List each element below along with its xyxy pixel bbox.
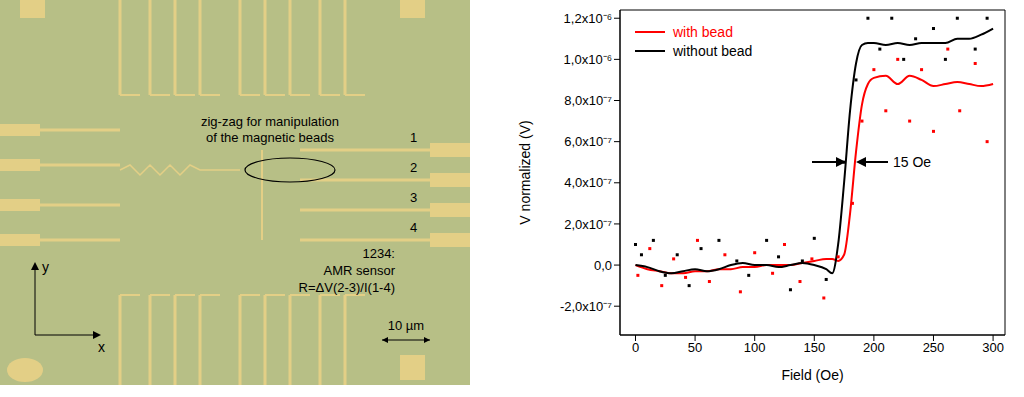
svg-text:y: y (42, 259, 49, 275)
svg-text:0,0: 0,0 (594, 258, 612, 273)
svg-text:4: 4 (410, 220, 417, 235)
svg-text:200: 200 (863, 340, 885, 355)
svg-text:AMR sensor: AMR sensor (323, 263, 395, 278)
svg-text:1234:: 1234: (362, 246, 395, 261)
svg-text:300: 300 (982, 340, 1004, 355)
html-text:with bead: with bead (673, 23, 733, 40)
svg-text:4,0x10⁻⁷: 4,0x10⁻⁷ (564, 175, 612, 190)
svg-text:zig-zag for manipulation: zig-zag for manipulation (201, 114, 339, 129)
svg-text:1: 1 (410, 130, 417, 145)
svg-text:8,0x10⁻⁷: 8,0x10⁻⁷ (564, 93, 612, 108)
svg-text:50: 50 (688, 340, 702, 355)
svg-text:250: 250 (923, 340, 945, 355)
svg-text:3: 3 (410, 190, 417, 205)
html-text:without bead: without bead (673, 42, 753, 59)
svg-text:Field (Oe): Field (Oe) (781, 367, 843, 383)
svg-text:2: 2 (410, 160, 417, 175)
svg-text:x: x (98, 339, 105, 355)
svg-text:150: 150 (803, 340, 825, 355)
svg-text:0: 0 (632, 340, 639, 355)
svg-text:2,0x10⁻⁷: 2,0x10⁻⁷ (564, 217, 612, 232)
svg-text:10 µm: 10 µm (388, 318, 424, 333)
svg-text:15 Oe: 15 Oe (893, 154, 931, 170)
svg-text:-2,0x10⁻⁷: -2,0x10⁻⁷ (560, 299, 612, 314)
svg-text:100: 100 (744, 340, 766, 355)
svg-text:6,0x10⁻⁷: 6,0x10⁻⁷ (564, 134, 612, 149)
svg-text:1,2x10⁻⁶: 1,2x10⁻⁶ (564, 11, 612, 26)
svg-text:1,0x10⁻⁶: 1,0x10⁻⁶ (564, 52, 612, 67)
svg-text:of the magnetic beads: of the magnetic beads (206, 130, 334, 145)
svg-text:V normalized (V): V normalized (V) (517, 120, 533, 224)
svg-text:R=ΔV(2-3)/I(1-4): R=ΔV(2-3)/I(1-4) (299, 280, 395, 295)
